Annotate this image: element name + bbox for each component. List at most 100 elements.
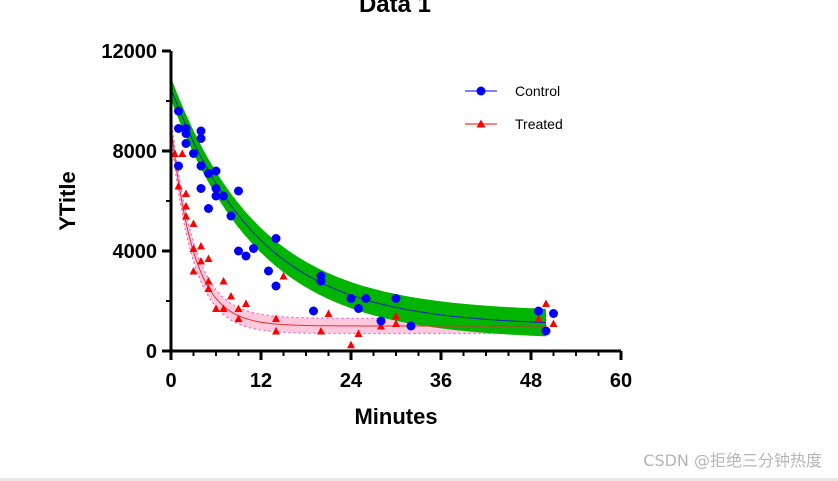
- control-point: [406, 321, 416, 331]
- y-axis-label: YTitle: [55, 171, 80, 231]
- y-tick-label: 8000: [113, 141, 158, 163]
- control-point: [234, 186, 243, 196]
- y-tick-label: 12000: [101, 41, 157, 63]
- control-point: [174, 124, 183, 133]
- control-point: [234, 246, 243, 256]
- treated-point: [174, 182, 183, 190]
- y-tick-label: 0: [146, 341, 157, 363]
- treated-point: [219, 277, 228, 285]
- legend-item-treated: Treated: [465, 116, 563, 132]
- control-point: [174, 106, 183, 116]
- ci-bands: [170, 77, 547, 337]
- treated-point: [178, 149, 187, 157]
- control-point: [354, 304, 363, 313]
- treated-point: [212, 304, 220, 312]
- treated-point: [182, 212, 190, 220]
- treated-point: [317, 327, 325, 335]
- treated-point: [272, 327, 280, 335]
- control-point: [391, 294, 401, 303]
- control-point: [249, 244, 258, 253]
- x-tick-label: 36: [430, 370, 452, 392]
- legend-treated-label: Treated: [515, 116, 563, 132]
- treated-point: [189, 219, 198, 227]
- control-point: [219, 191, 228, 201]
- legend-treated-marker: [476, 119, 486, 128]
- x-tick-label: 60: [610, 370, 632, 392]
- treated-point: [392, 312, 400, 320]
- treated-point: [392, 319, 400, 327]
- axes: 0 12 24 36 48 60 0 4000 8000 12000: [101, 41, 632, 392]
- legend-item-control: Control: [465, 83, 560, 99]
- legend-control-marker: [476, 86, 486, 96]
- control-point: [211, 191, 221, 201]
- control-point: [196, 134, 206, 143]
- control-confidence-band: [171, 77, 546, 337]
- control-fit-curve: [170, 88, 547, 324]
- treated-point: [234, 304, 243, 312]
- control-point: [181, 139, 191, 148]
- treated-point: [204, 254, 213, 262]
- treated-point: [534, 314, 543, 322]
- watermark: CSDN @拒绝三分钟热度: [643, 451, 822, 470]
- treated-point: [219, 304, 228, 312]
- treated-fit-curve: [170, 125, 546, 327]
- control-point: [204, 169, 213, 178]
- treated-point: [279, 272, 288, 280]
- treated-point: [234, 314, 243, 322]
- control-point: [226, 211, 236, 221]
- x-tick-label: 48: [520, 370, 542, 392]
- axis-tick-labels: 0 12 24 36 48 60 0 4000 8000 12000: [101, 41, 632, 392]
- control-point: [211, 184, 221, 193]
- x-axis-label: Minutes: [354, 404, 437, 429]
- control-point: [541, 326, 551, 336]
- treated-point: [189, 244, 198, 252]
- x-tick-label: 12: [250, 370, 272, 392]
- treated-point: [272, 314, 280, 322]
- control-point: [174, 161, 183, 171]
- legend-control-label: Control: [515, 83, 560, 99]
- y-tick-label: 4000: [113, 241, 158, 263]
- control-point: [271, 281, 281, 291]
- treated-point: [242, 299, 250, 307]
- treated-point: [204, 277, 213, 285]
- control-point: [189, 149, 198, 158]
- treated-point: [347, 340, 355, 349]
- control-point: [181, 129, 191, 138]
- treated-point: [377, 322, 385, 330]
- control-point: [196, 184, 206, 193]
- treated-point: [197, 257, 205, 265]
- control-point: [264, 266, 273, 276]
- control-point: [549, 309, 558, 318]
- treated-point: [197, 242, 205, 250]
- control-point: [309, 306, 318, 316]
- axis-ticks: [162, 49, 623, 360]
- fit-curves: [170, 88, 547, 327]
- control-point: [241, 251, 251, 261]
- x-tick-label: 0: [165, 370, 176, 392]
- control-point: [316, 276, 326, 286]
- control-point: [196, 126, 206, 136]
- treated-point: [204, 284, 213, 292]
- control-point: [346, 294, 356, 303]
- control-point: [204, 204, 213, 213]
- treated-point: [324, 309, 333, 317]
- control-point: [196, 161, 206, 171]
- treated-point: [182, 202, 190, 210]
- treated-point: [549, 319, 558, 327]
- control-point: [534, 306, 543, 316]
- treated-confidence-band: [170, 115, 547, 335]
- treated-point: [182, 189, 190, 197]
- data-points: [170, 106, 558, 349]
- treated-point: [354, 329, 363, 337]
- control-point: [271, 234, 281, 243]
- legend: Control Treated: [465, 83, 563, 132]
- control-point: [211, 166, 221, 176]
- treated-point: [170, 149, 179, 157]
- x-tick-label: 24: [340, 370, 363, 392]
- treated-point: [189, 267, 198, 275]
- bottom-divider: [0, 478, 838, 481]
- treated-point: [542, 299, 550, 307]
- treated-point: [227, 292, 235, 300]
- control-point: [361, 294, 371, 303]
